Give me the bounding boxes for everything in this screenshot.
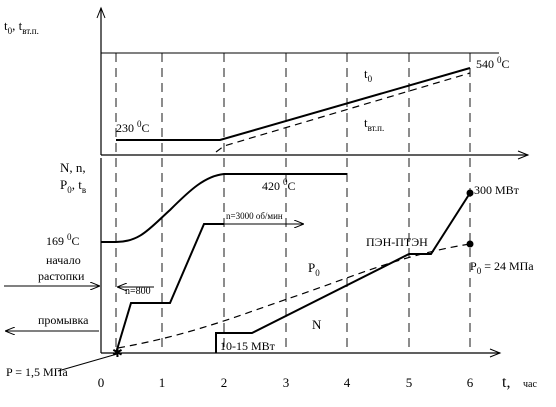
bottom-y-label-2: P0, tв (60, 177, 86, 195)
p-start-leader (57, 353, 118, 372)
tvtp-curve (215, 72, 471, 153)
tv-curve (101, 173, 347, 243)
n-curve (115, 223, 224, 354)
t0-curve (116, 67, 471, 141)
bottom-panel: N, n, P0, tв 0 1 2 3 4 5 6 t, час 169 0C… (4, 158, 537, 391)
n-power-label: N (312, 317, 322, 332)
power-end-point (466, 189, 474, 197)
start-label-1: начало (46, 253, 81, 267)
top-y-axis-arrow (96, 6, 106, 19)
bottom-y-label-1: N, n, (60, 160, 86, 175)
x-tick-4: 4 (344, 375, 351, 390)
flush-label: промывка (38, 313, 89, 327)
x-tick-6: 6 (467, 375, 474, 390)
x-tick-2: 2 (221, 375, 228, 390)
temp-start-label: 230 0C (116, 119, 150, 135)
p0-end-point (466, 240, 474, 248)
x-axis-label: t, (502, 374, 510, 391)
t0-label: t0 (364, 66, 373, 84)
temp-end-label: 540 0C (476, 55, 510, 71)
top-panel: t0, tвт.п. 230 0C 540 0C t0 tвт.п. (4, 6, 530, 160)
power-low-label: 10-15 МВт (220, 339, 276, 353)
p-start-label: P = 1,5 МПа (6, 365, 68, 379)
power-end-label: 300 МВт (474, 183, 520, 197)
start-label-2: растопки (38, 269, 85, 283)
p0-curve (117, 243, 471, 349)
top-x-axis-arrow (517, 150, 530, 160)
x-tick-5: 5 (406, 375, 413, 390)
tvtp-label: tвт.п. (364, 115, 384, 133)
bottom-x-axis-arrow (489, 348, 502, 358)
x-tick-0: 0 (98, 375, 105, 390)
power-curve (215, 192, 471, 353)
x-axis-unit: час (523, 379, 537, 390)
top-y-axis-label: t0, tвт.п. (4, 18, 39, 36)
x-tick-3: 3 (283, 375, 290, 390)
tv-end-label: 420 0C (262, 177, 296, 193)
x-tick-1: 1 (159, 375, 166, 390)
pen-label: ПЭН-ПТЭН (366, 235, 428, 249)
n-800-label: n=800 (125, 286, 151, 297)
n-3000-label: n=3000 об/мин (226, 211, 283, 221)
tv-start-label: 169 0C (46, 232, 80, 248)
p0-label: P0 (308, 260, 320, 278)
time-grid (115, 53, 471, 353)
p0-end-label: P0 = 24 МПа (470, 259, 534, 276)
start-marker-icon: ✱ (112, 345, 123, 360)
